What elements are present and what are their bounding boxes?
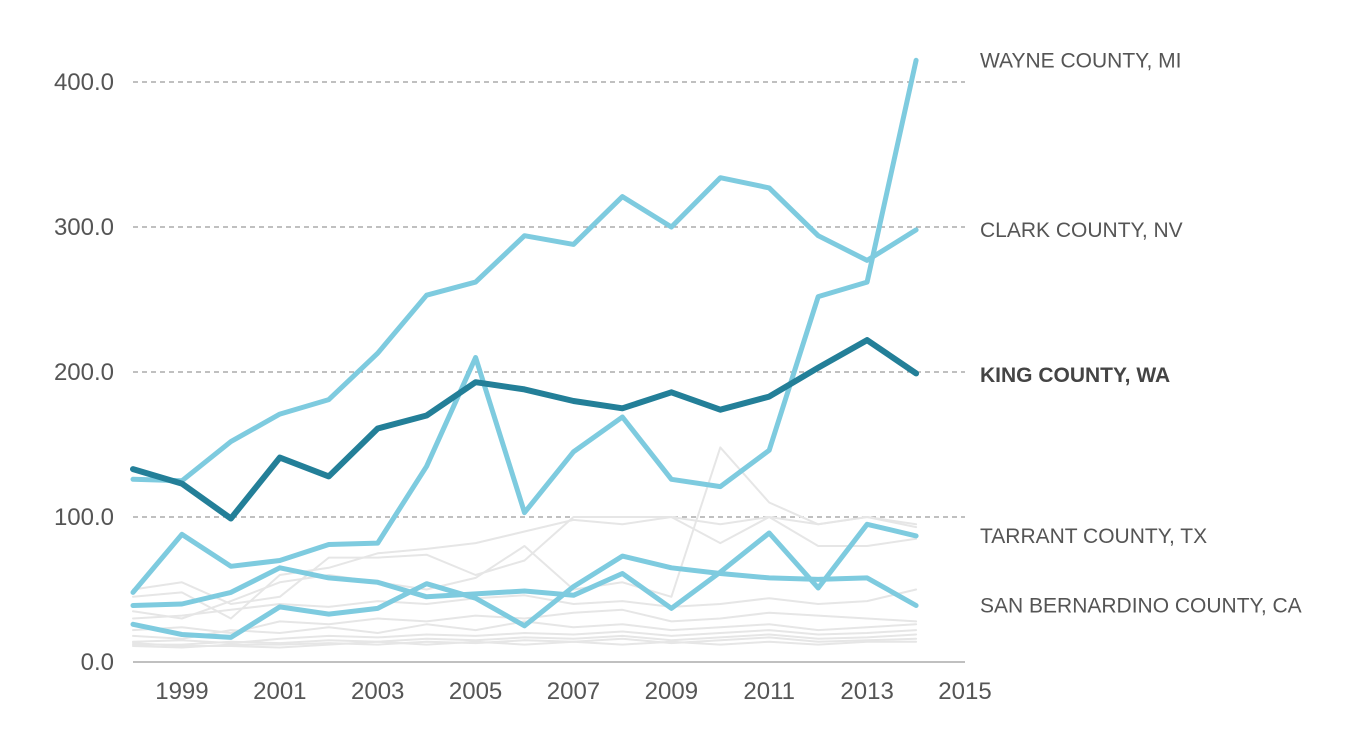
series-line-tarrant-county-tx (130, 521, 919, 611)
y-tick-label: 300.0 (54, 214, 114, 241)
background-series-line (132, 636, 918, 649)
background-series (132, 446, 918, 649)
series-label-clark-county-nv: CLARK COUNTY, NV (980, 219, 1183, 242)
y-tick-label: 100.0 (54, 504, 114, 531)
series-line-wayne-county-mi (130, 57, 919, 595)
highlight-series (130, 57, 920, 640)
x-tick-label: 2011 (743, 678, 795, 705)
series-labels: WAYNE COUNTY, MI CLARK COUNTY, NV KING COU… (980, 49, 1302, 617)
y-axis-ticks: 0.0 100.0 200.0 300.0 400.0 (54, 69, 114, 676)
background-series-line (132, 516, 918, 605)
x-axis-ticks: 1999 2001 2003 2005 2007 2009 2011 2013 2015 (155, 678, 991, 705)
background-series-line (132, 620, 918, 640)
background-series-line (132, 640, 918, 649)
series-label-wayne-county-mi: WAYNE COUNTY, MI (980, 49, 1181, 72)
series-label-san-bernardino-county-ca: SAN BERNARDINO COUNTY, CA (980, 594, 1302, 617)
x-tick-label: 2001 (253, 678, 306, 705)
y-tick-label: 400.0 (54, 69, 114, 96)
y-tick-label: 0.0 (81, 649, 114, 676)
background-series-line (132, 588, 918, 620)
series-label-tarrant-county-tx: TARRANT COUNTY, TX (980, 525, 1207, 548)
x-tick-label: 2007 (547, 678, 600, 705)
background-series-line (132, 633, 918, 646)
series-label-king-county-wa: KING COUNTY, WA (980, 364, 1170, 387)
background-series-line (132, 629, 918, 645)
x-tick-label: 2015 (938, 678, 991, 705)
x-tick-label: 2003 (351, 678, 404, 705)
series-line-king-county-wa (130, 337, 920, 522)
series-line-clark-county-nv (130, 175, 919, 484)
background-series-line (132, 608, 918, 634)
x-tick-label: 1999 (155, 678, 208, 705)
x-tick-label: 2005 (449, 678, 502, 705)
y-tick-label: 200.0 (54, 359, 114, 386)
series-line-san-bernardino-county-ca (130, 553, 919, 640)
gridlines (133, 81, 965, 663)
background-series-line (132, 446, 918, 620)
x-tick-label: 2009 (645, 678, 698, 705)
x-tick-label: 2013 (840, 678, 893, 705)
